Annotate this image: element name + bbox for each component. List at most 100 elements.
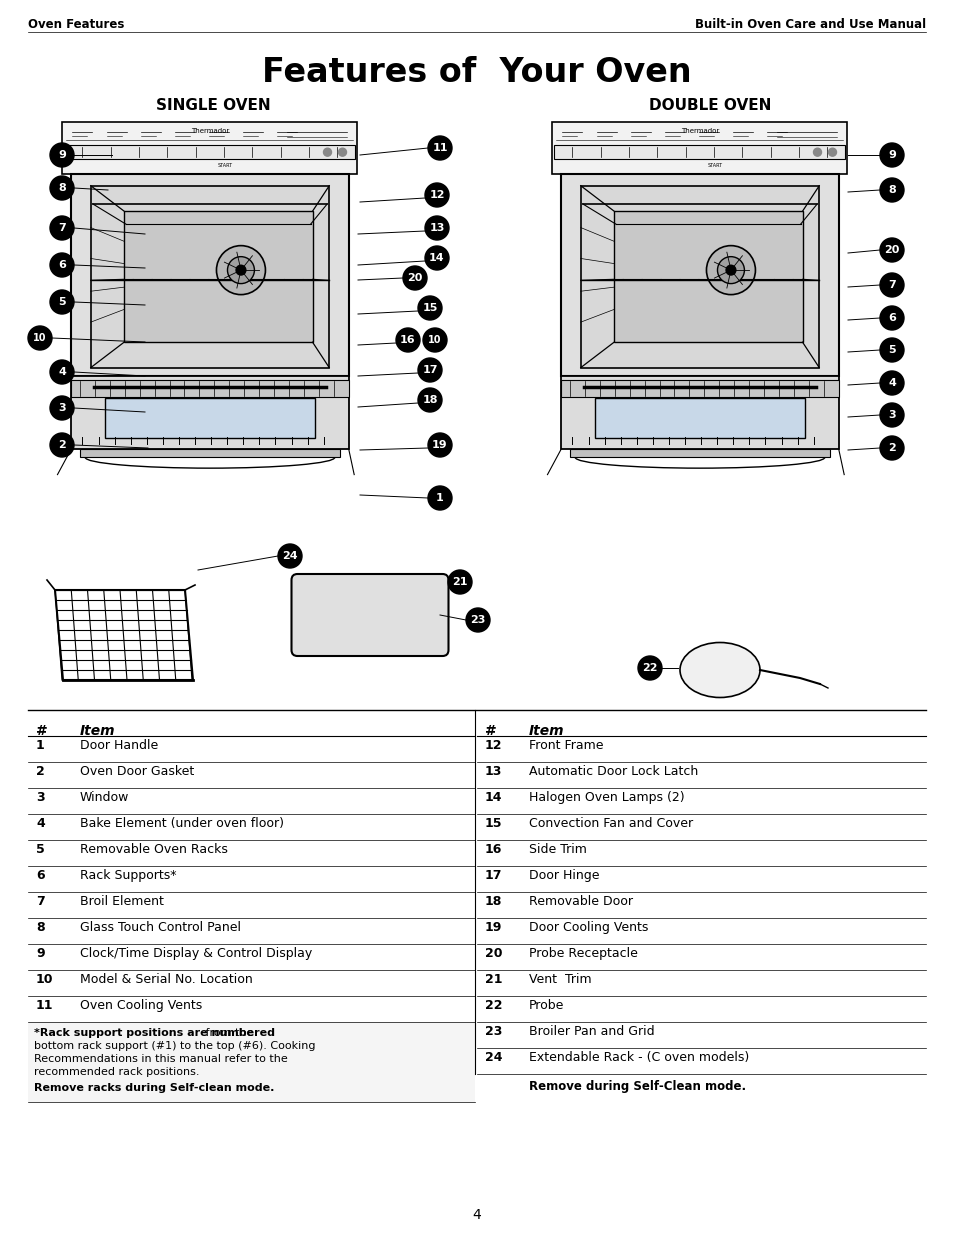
Text: 16: 16: [399, 335, 416, 345]
Text: 21: 21: [484, 973, 502, 986]
Text: 9: 9: [58, 149, 66, 161]
Circle shape: [417, 358, 441, 382]
Text: Broiler Pan and Grid: Broiler Pan and Grid: [529, 1025, 654, 1037]
Bar: [554, 146, 844, 159]
Bar: [71, 174, 348, 375]
Circle shape: [50, 290, 74, 314]
Circle shape: [725, 266, 735, 275]
Text: 19: 19: [432, 440, 447, 450]
Text: 16: 16: [484, 842, 502, 856]
Text: recommended rack positions.: recommended rack positions.: [34, 1067, 199, 1077]
Text: 11: 11: [432, 143, 447, 153]
Text: Model & Serial No. Location: Model & Serial No. Location: [80, 973, 253, 986]
Text: 8: 8: [887, 185, 895, 195]
Text: START: START: [706, 163, 721, 168]
Circle shape: [216, 246, 265, 295]
Circle shape: [50, 253, 74, 277]
Text: 5: 5: [58, 296, 66, 308]
Text: 2: 2: [887, 443, 895, 453]
Text: Convection Fan and Cover: Convection Fan and Cover: [529, 816, 693, 830]
Bar: [71, 375, 348, 448]
Circle shape: [448, 571, 472, 594]
Text: START: START: [217, 163, 233, 168]
Text: Built-in Oven Care and Use Manual: Built-in Oven Care and Use Manual: [694, 19, 925, 31]
Text: 7: 7: [58, 224, 66, 233]
Text: 17: 17: [422, 366, 437, 375]
Text: 14: 14: [429, 253, 444, 263]
Text: 23: 23: [484, 1025, 502, 1037]
Circle shape: [465, 608, 490, 632]
Bar: [594, 398, 804, 438]
Text: 13: 13: [484, 764, 502, 778]
Text: Broil Element: Broil Element: [80, 894, 164, 908]
Circle shape: [422, 329, 447, 352]
Text: from the: from the: [202, 1028, 253, 1037]
Circle shape: [395, 329, 419, 352]
Bar: [569, 448, 829, 457]
Circle shape: [50, 216, 74, 240]
Text: Glass Touch Control Panel: Glass Touch Control Panel: [80, 920, 241, 934]
Text: #: #: [36, 724, 48, 739]
Text: 8: 8: [58, 183, 66, 193]
Text: 22: 22: [641, 663, 657, 673]
Text: Vent  Trim: Vent Trim: [529, 973, 591, 986]
Circle shape: [879, 178, 903, 203]
Bar: [552, 122, 846, 174]
Text: Oven Features: Oven Features: [28, 19, 124, 31]
Circle shape: [28, 326, 52, 350]
Text: 14: 14: [484, 790, 502, 804]
Text: *Rack support positions are numbered: *Rack support positions are numbered: [34, 1028, 274, 1037]
Text: Removable Door: Removable Door: [529, 894, 633, 908]
Bar: [71, 380, 348, 398]
Text: 24: 24: [282, 551, 297, 561]
Circle shape: [706, 246, 755, 295]
Text: 4: 4: [58, 367, 66, 377]
Text: 1: 1: [436, 493, 443, 503]
Ellipse shape: [679, 642, 760, 698]
Text: 4: 4: [36, 816, 45, 830]
Text: 18: 18: [422, 395, 437, 405]
Text: 1: 1: [36, 739, 45, 752]
Text: Removable Oven Racks: Removable Oven Racks: [80, 842, 228, 856]
Text: 15: 15: [422, 303, 437, 312]
Circle shape: [50, 359, 74, 384]
Text: 9: 9: [36, 946, 45, 960]
Circle shape: [638, 656, 661, 680]
Circle shape: [879, 403, 903, 427]
Text: Automatic Door Lock Latch: Automatic Door Lock Latch: [529, 764, 698, 778]
Circle shape: [428, 487, 452, 510]
Text: Probe: Probe: [529, 999, 564, 1011]
Text: 20: 20: [484, 946, 502, 960]
Text: 8: 8: [36, 920, 45, 934]
Circle shape: [50, 177, 74, 200]
Circle shape: [50, 396, 74, 420]
Text: 21: 21: [452, 577, 467, 587]
Circle shape: [417, 388, 441, 412]
Text: Remove during Self-Clean mode.: Remove during Self-Clean mode.: [529, 1079, 745, 1093]
Text: 7: 7: [887, 280, 895, 290]
Text: 24: 24: [484, 1051, 502, 1063]
Text: 23: 23: [470, 615, 485, 625]
Text: 4: 4: [472, 1208, 481, 1221]
Text: 18: 18: [484, 894, 502, 908]
Text: Clock/Time Display & Control Display: Clock/Time Display & Control Display: [80, 946, 312, 960]
Text: 9: 9: [887, 149, 895, 161]
Circle shape: [879, 436, 903, 459]
Circle shape: [879, 143, 903, 167]
Circle shape: [879, 370, 903, 395]
Text: 7: 7: [36, 894, 45, 908]
Circle shape: [879, 238, 903, 262]
Circle shape: [879, 338, 903, 362]
Bar: [124, 211, 313, 342]
Text: 19: 19: [484, 920, 502, 934]
Circle shape: [428, 136, 452, 161]
Circle shape: [235, 266, 246, 275]
Bar: [560, 375, 838, 448]
Text: Door Cooling Vents: Door Cooling Vents: [529, 920, 648, 934]
Bar: [560, 380, 838, 398]
Text: 6: 6: [36, 868, 45, 882]
Circle shape: [428, 433, 452, 457]
Bar: [63, 122, 357, 174]
Text: 3: 3: [58, 403, 66, 412]
Circle shape: [827, 148, 836, 156]
